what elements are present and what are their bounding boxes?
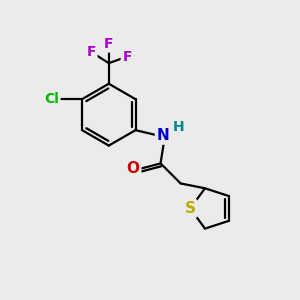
Text: S: S [185, 201, 196, 216]
Text: H: H [173, 120, 184, 134]
Text: N: N [157, 128, 169, 143]
Text: F: F [86, 45, 96, 59]
Text: F: F [104, 37, 113, 51]
Text: F: F [122, 50, 132, 64]
Text: O: O [127, 161, 140, 176]
Text: Cl: Cl [44, 92, 59, 106]
